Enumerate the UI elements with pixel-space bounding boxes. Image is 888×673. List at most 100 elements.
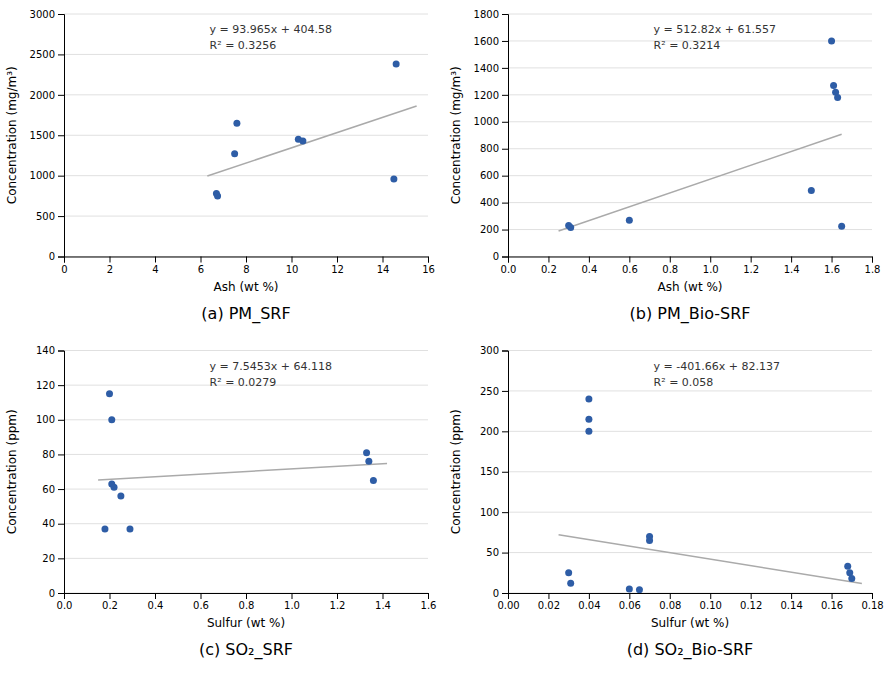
y-axis-tick-label: 1000 <box>474 116 499 127</box>
scatter-point <box>390 175 397 182</box>
x-axis-tick: 4 <box>152 257 158 275</box>
y-axis-title: Concentration (mg/m³) <box>5 66 19 204</box>
y-axis-tick-label: 100 <box>480 507 499 518</box>
x-axis-tick: 0.0 <box>57 593 73 611</box>
scatter-point <box>370 477 377 484</box>
grid-line <box>508 121 872 122</box>
y-axis-tick-mark <box>502 14 508 15</box>
x-axis-title: Ash (wt %) <box>658 280 723 294</box>
x-axis-tick-label: 1.2 <box>330 600 346 611</box>
scatter-point <box>585 396 592 403</box>
x-axis-tick-mark <box>246 257 247 263</box>
y-axis-tick-label: 200 <box>480 224 499 235</box>
y-axis-tick: 0 <box>493 251 508 262</box>
marks <box>98 390 387 532</box>
y-axis-tick-mark <box>502 351 508 352</box>
y-axis-tick-mark <box>502 95 508 96</box>
x-axis-tick-mark <box>832 257 833 263</box>
y-axis-tick: 300 <box>480 345 508 356</box>
y-axis-tick-label: 0 <box>493 251 499 262</box>
regression-line <box>559 134 842 231</box>
x-axis-tick-label: 14 <box>377 264 390 275</box>
panel-caption: (b) PM_Bio-SRF <box>630 304 751 324</box>
y-axis-tick-mark <box>58 593 64 594</box>
x-axis-tick-mark <box>791 257 792 263</box>
y-axis-tick-label: 2000 <box>30 90 55 101</box>
y-axis-tick-mark <box>502 230 508 231</box>
panel-caption: (d) SO₂_Bio-SRF <box>627 640 754 660</box>
grid-line <box>508 202 872 203</box>
y-axis-line <box>502 15 509 258</box>
x-axis-tick: 0.06 <box>619 593 641 611</box>
annotation: y = 512.82x + 61.557 <box>654 23 776 36</box>
y-axis-tick: 40 <box>42 518 64 529</box>
annotation: R² = 0.3256 <box>210 39 277 52</box>
y-axis-tick-label: 50 <box>486 547 499 558</box>
grid-line <box>64 94 428 95</box>
grid-line <box>508 552 872 553</box>
y-axis-tick: 60 <box>42 484 64 495</box>
y-axis-tick: 100 <box>36 414 64 425</box>
x-axis-line <box>65 594 429 600</box>
figure: 0246810121416050010001500200025003000y =… <box>0 0 888 673</box>
x-axis-tick-label: 10 <box>286 264 299 275</box>
x-axis-tick: 0.18 <box>861 593 883 611</box>
y-axis-tick-mark <box>58 95 64 96</box>
y-axis-tick: 250 <box>480 386 508 397</box>
y-axis-tick: 3000 <box>30 9 64 20</box>
x-axis-tick-label: 0.12 <box>740 600 762 611</box>
y-axis: 050100150200250300 <box>480 345 509 599</box>
scatter-point <box>126 525 133 532</box>
grid-line <box>64 350 428 351</box>
x-axis-tick-label: 0.14 <box>780 600 802 611</box>
marks <box>207 61 416 200</box>
x-axis-tick-label: 0.6 <box>622 264 638 275</box>
x-axis-tick-mark <box>710 593 711 599</box>
panel: 0.00.20.40.60.81.01.21.41.61.80200400600… <box>449 9 880 324</box>
y-axis: 020040060080010001200140016001800 <box>474 9 509 263</box>
y-axis-tick-label: 1400 <box>474 63 499 74</box>
x-axis-tick-mark <box>670 257 671 263</box>
x-axis-tick: 0.16 <box>821 593 843 611</box>
x-axis-tick: 8 <box>243 257 249 275</box>
y-axis-tick-label: 0 <box>49 588 55 599</box>
x-axis-title: Ash (wt %) <box>214 280 279 294</box>
x-axis-tick-mark <box>548 257 549 263</box>
x-axis-tick: 0.0 <box>501 257 517 275</box>
scatter-point <box>626 217 633 224</box>
x-axis-tick-label: 0.08 <box>659 600 681 611</box>
scatter-point <box>111 484 118 491</box>
x-axis-tick-mark <box>428 257 429 263</box>
x-axis-tick: 0.8 <box>662 257 678 275</box>
y-axis-tick-mark <box>58 489 64 490</box>
y-axis-tick-mark <box>502 391 508 392</box>
grid-line <box>508 67 872 68</box>
x-axis-tick-mark <box>589 257 590 263</box>
y-axis-tick-label: 250 <box>480 386 499 397</box>
scatter-point <box>363 449 370 456</box>
x-axis-tick-label: 1.6 <box>421 600 437 611</box>
y-axis-tick-label: 2500 <box>30 49 55 60</box>
x-axis-tick: 1.6 <box>824 257 840 275</box>
x-axis-tick-label: 1.0 <box>703 264 719 275</box>
y-axis-tick: 500 <box>36 211 64 222</box>
y-axis-tick: 1800 <box>474 9 508 20</box>
regression-line <box>207 106 416 176</box>
x-axis-tick: 0.12 <box>740 593 762 611</box>
x-axis-tick-mark <box>201 257 202 263</box>
grid <box>64 351 428 594</box>
grid-line <box>64 14 428 15</box>
grid-line <box>508 175 872 176</box>
x-axis-tick: 1.2 <box>743 257 759 275</box>
scatter-point <box>393 61 400 68</box>
y-axis-tick-label: 140 <box>36 345 55 356</box>
x-axis-tick-mark <box>428 593 429 599</box>
x-axis-tick-mark <box>383 257 384 263</box>
y-axis-tick-mark <box>502 203 508 204</box>
annotation: y = 93.965x + 404.58 <box>210 23 332 36</box>
x-axis: 0.00.20.40.60.81.01.21.41.6 <box>57 593 437 611</box>
scatter-point <box>567 580 574 587</box>
y-axis-tick-label: 300 <box>480 345 499 356</box>
y-axis-tick-label: 60 <box>42 484 55 495</box>
scatter-point <box>101 525 108 532</box>
